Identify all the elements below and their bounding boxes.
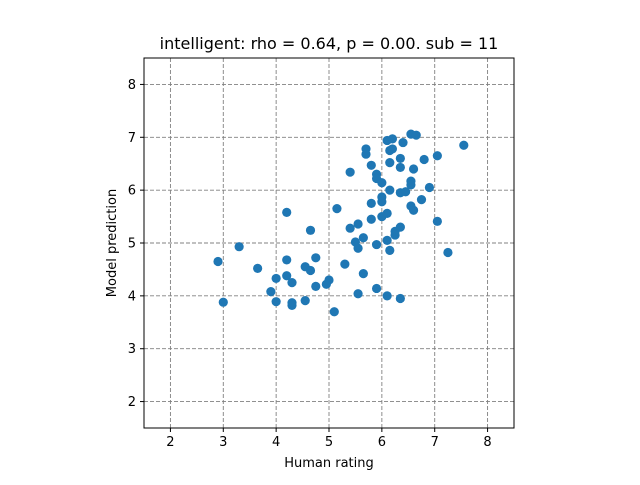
data-point [459, 140, 469, 150]
data-point [382, 208, 392, 218]
data-point [311, 281, 321, 291]
x-tick-label: 2 [166, 435, 174, 450]
data-point [408, 205, 419, 215]
data-point [401, 187, 411, 197]
data-point [371, 283, 382, 294]
data-point [353, 243, 363, 253]
data-point [432, 216, 442, 226]
data-point [282, 271, 292, 281]
data-point [271, 273, 281, 284]
data-point [305, 265, 316, 276]
y-tick-label: 5 [128, 237, 136, 252]
x-tick-label: 7 [431, 435, 439, 450]
data-point [345, 223, 355, 233]
data-point [358, 269, 368, 279]
data-point [377, 178, 387, 188]
data-point [282, 255, 292, 265]
data-point [390, 230, 400, 240]
x-tick-label: 5 [325, 435, 333, 450]
data-point [300, 296, 310, 306]
data-point [311, 253, 321, 263]
y-tick-label: 7 [128, 131, 136, 146]
y-tick-label: 3 [128, 342, 136, 357]
x-tick-label: 6 [378, 435, 386, 450]
y-tick-label: 6 [128, 184, 136, 199]
data-point [366, 214, 376, 224]
data-point [366, 198, 376, 208]
data-point [282, 207, 292, 217]
y-axis-label: Model prediction [105, 189, 120, 297]
x-axis-label: Human rating [284, 456, 374, 471]
data-point [395, 293, 405, 304]
data-point [419, 154, 429, 165]
data-point [287, 278, 297, 288]
y-tick-label: 2 [128, 395, 136, 410]
data-point [424, 182, 435, 193]
data-point [382, 291, 392, 301]
data-point [340, 259, 350, 269]
data-point [416, 195, 427, 205]
data-point [395, 222, 405, 232]
data-point [385, 158, 395, 168]
chart-title: intelligent: rho = 0.64, p = 0.00. sub =… [160, 34, 499, 53]
data-point [213, 256, 223, 267]
data-point [385, 245, 395, 255]
data-point [398, 137, 408, 148]
data-point [408, 164, 419, 174]
data-point [287, 300, 297, 310]
data-point [432, 151, 442, 161]
grid [144, 58, 514, 428]
data-point [234, 242, 244, 252]
data-point [411, 130, 421, 140]
data-points [213, 129, 469, 317]
data-point [324, 275, 334, 285]
data-point [305, 225, 316, 235]
data-point [382, 235, 392, 245]
data-point [366, 160, 376, 170]
data-point [395, 162, 405, 173]
data-point [377, 197, 387, 207]
data-point [387, 144, 398, 154]
y-tick-label: 8 [128, 78, 136, 93]
data-point [353, 289, 363, 299]
x-tick-label: 3 [219, 435, 227, 450]
data-point [406, 180, 416, 190]
data-point [443, 247, 453, 258]
data-point [361, 149, 371, 159]
data-point [332, 204, 342, 214]
data-point [253, 263, 263, 273]
data-point [395, 153, 405, 164]
x-tick-label: 8 [483, 435, 491, 450]
axis-ticks: 2 3 4 5 6 7 8 2 3 4 5 6 7 8 [128, 78, 492, 450]
data-point [218, 297, 228, 307]
data-point [345, 167, 355, 177]
data-point [385, 185, 395, 195]
data-point [353, 219, 363, 229]
x-tick-label: 4 [272, 435, 280, 450]
data-point [271, 297, 281, 307]
data-point [358, 233, 368, 243]
data-point [329, 307, 339, 317]
data-point [266, 287, 276, 297]
data-point [387, 134, 398, 144]
y-tick-label: 4 [128, 289, 136, 304]
data-point [371, 239, 382, 250]
